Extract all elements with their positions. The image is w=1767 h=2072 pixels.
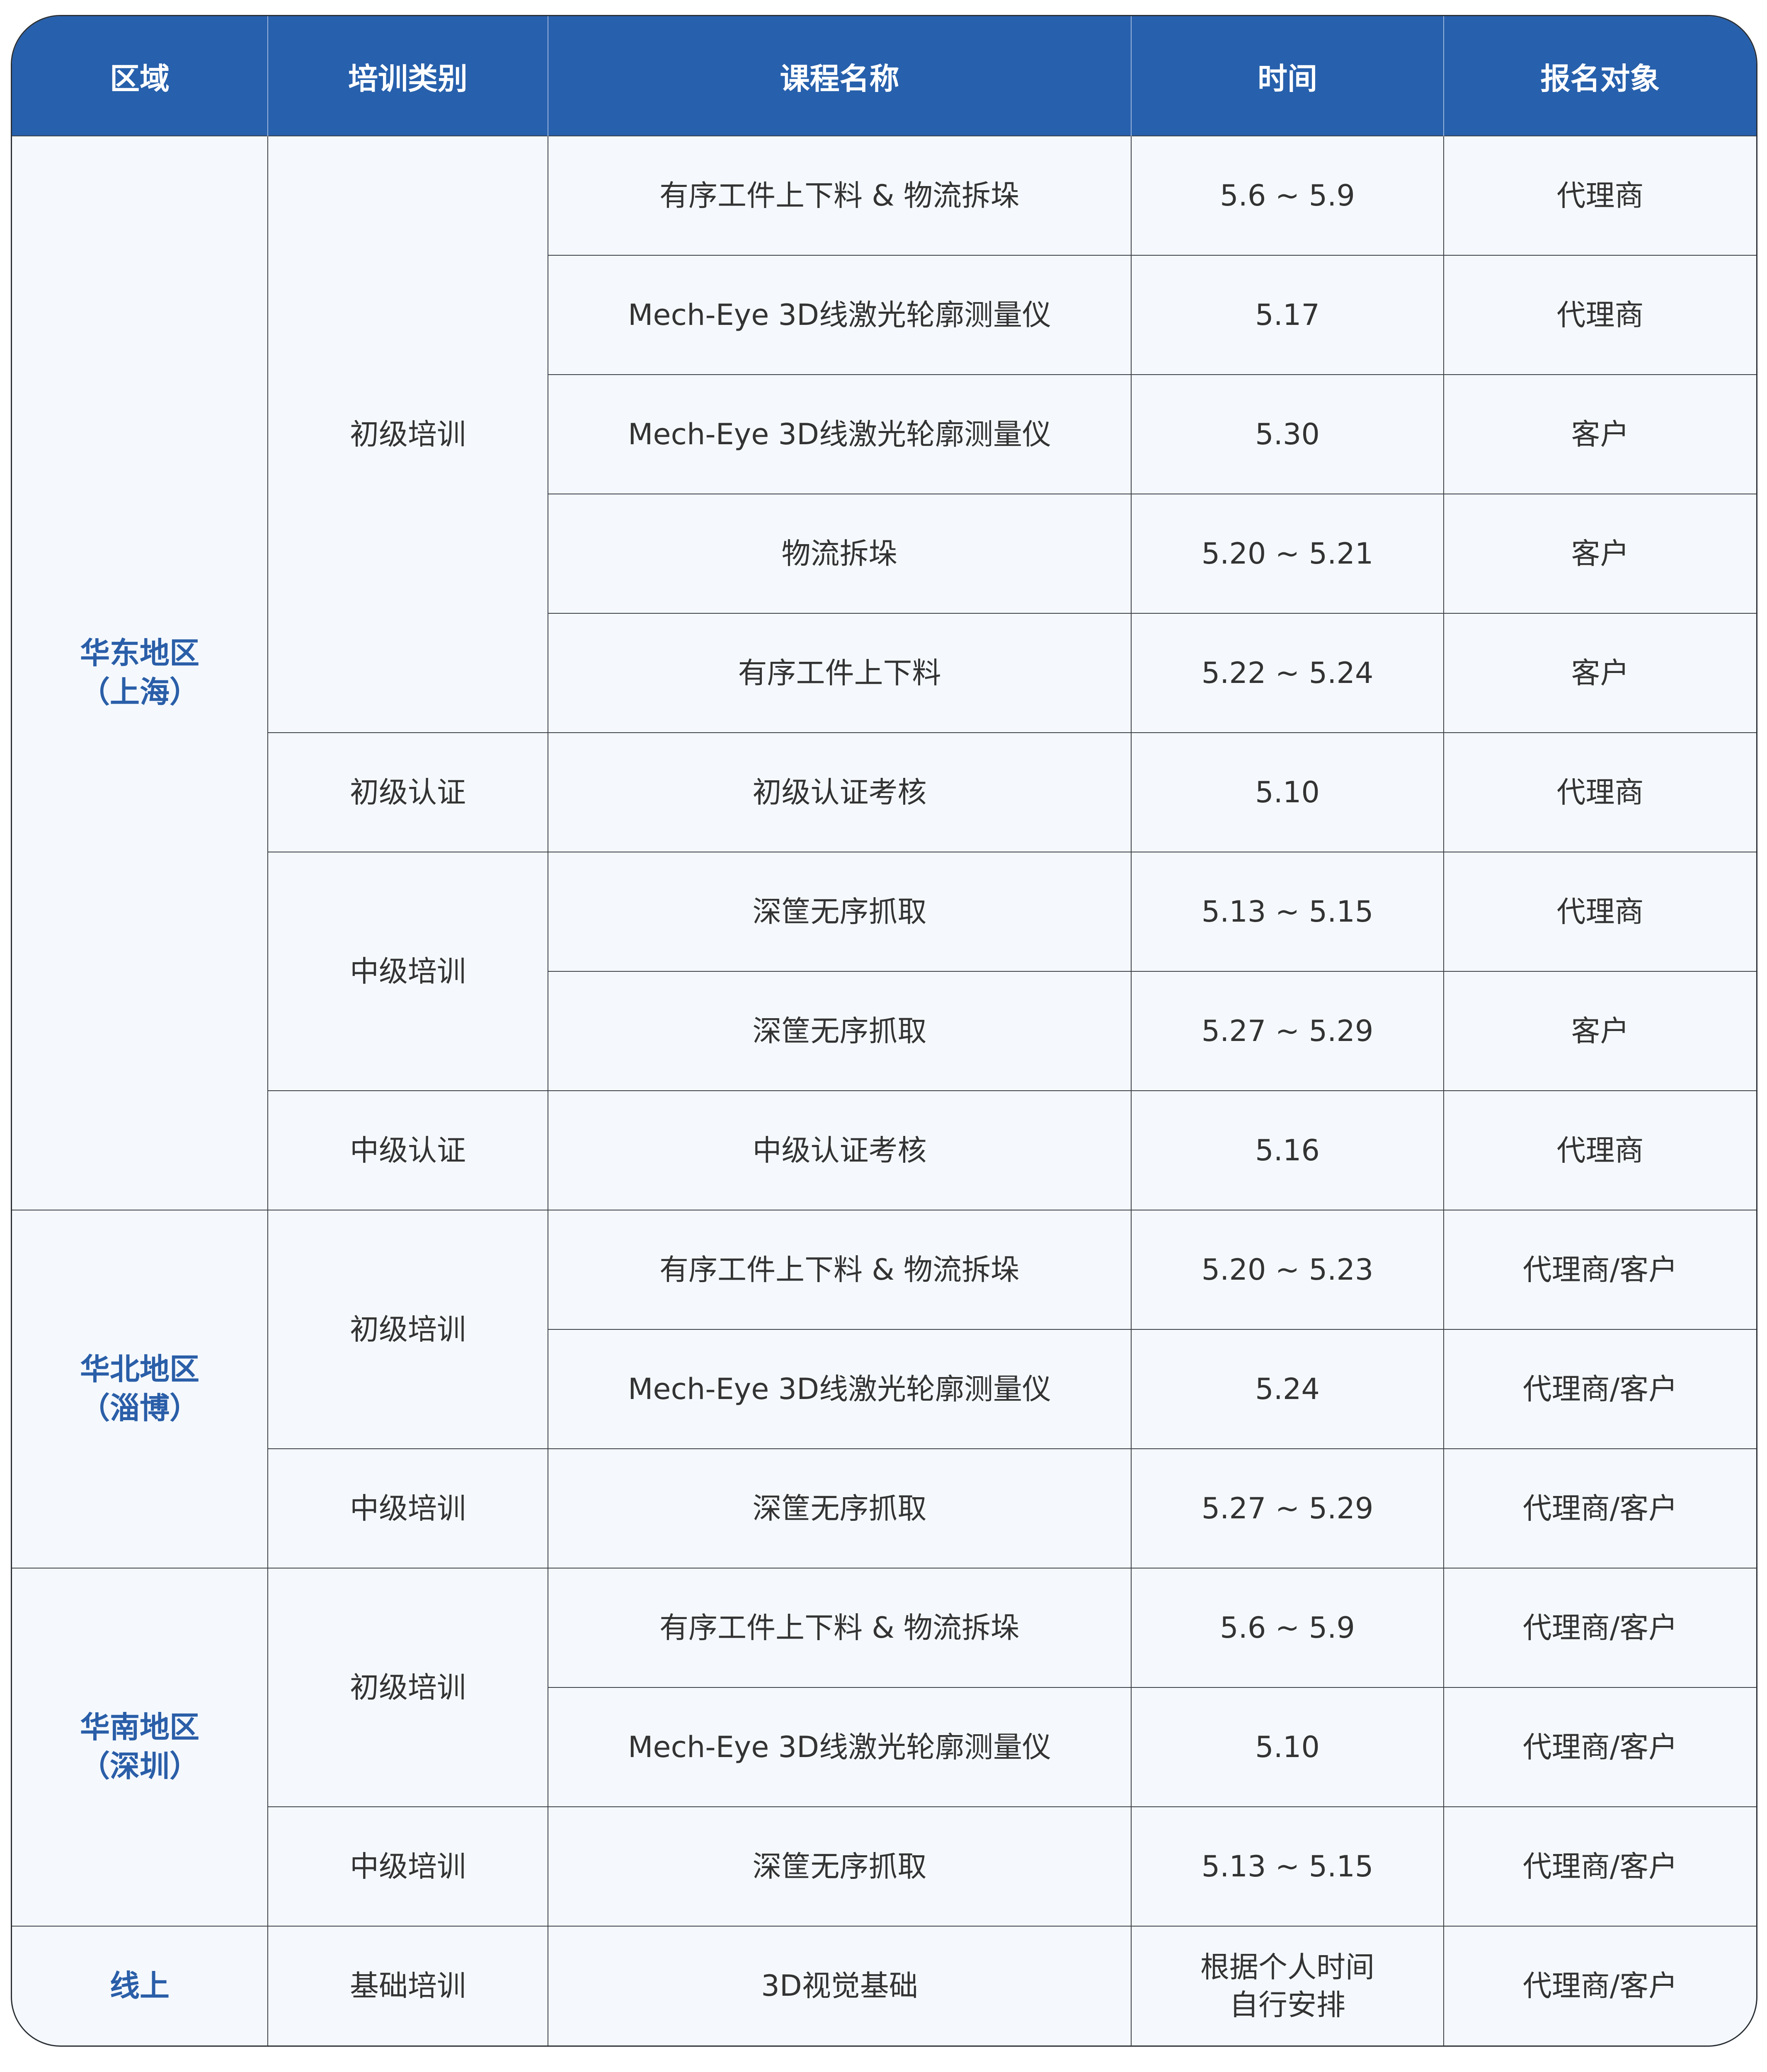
- table-row: 深筐无序抓取 5.27 ~ 5.29 客户: [12, 971, 1756, 1091]
- time-cell: 5.20 ~ 5.21: [1131, 494, 1444, 614]
- category-cell: 初级认证: [268, 732, 548, 852]
- region-cell: 华东地区 （上海）: [12, 136, 268, 1210]
- category-cell: 中级培训: [268, 1448, 548, 1569]
- course-name-cell: 3D视觉基础: [548, 1926, 1132, 2045]
- table-header-row: 区域 培训类别 课程名称 时间 报名对象: [12, 16, 1756, 136]
- course-name-cell: 深筐无序抓取: [548, 971, 1132, 1091]
- time-cell: 5.17: [1131, 255, 1444, 375]
- table-row: 中级培训 深筐无序抓取 5.27 ~ 5.29 代理商/客户: [12, 1448, 1756, 1569]
- table-row: 线上 基础培训 3D视觉基础 根据个人时间 自行安排 代理商/客户: [12, 1926, 1756, 2045]
- target-cell: 代理商/客户: [1443, 1806, 1756, 1927]
- time-cell: 根据个人时间 自行安排: [1131, 1926, 1444, 2045]
- time-cell: 5.27 ~ 5.29: [1131, 1448, 1444, 1569]
- time-cell: 5.13 ~ 5.15: [1131, 1806, 1444, 1927]
- time-cell: 5.27 ~ 5.29: [1131, 971, 1444, 1091]
- table-row: 华北地区 （淄博） 初级培训 有序工件上下料 & 物流拆垛 5.20 ~ 5.23 代理…: [12, 1210, 1756, 1569]
- target-cell: 代理商/客户: [1443, 1687, 1756, 1807]
- region-cell: 华北地区 （淄博）: [12, 1210, 268, 1569]
- course-name-cell: 深筐无序抓取: [548, 1448, 1132, 1569]
- header-category: 培训类别: [267, 16, 548, 136]
- training-schedule-table: 区域 培训类别 课程名称 时间 报名对象 华东地区 （上海） 初级培训 有序工件上下料 & …: [12, 16, 1756, 2045]
- category-cell: 初级培训: [267, 1568, 548, 1807]
- time-cell: 5.20 ~ 5.23: [1131, 1210, 1444, 1330]
- target-cell: 代理商/客户: [1443, 1329, 1756, 1449]
- target-cell: 代理商: [1443, 255, 1756, 375]
- target-cell: 客户: [1443, 374, 1756, 494]
- table-row: 中级培训 深筐无序抓取 5.13 ~ 5.15 代理商: [12, 852, 1756, 1091]
- target-cell: 代理商: [1443, 852, 1756, 972]
- target-cell: 代理商: [1443, 136, 1756, 256]
- header-target: 报名对象: [1443, 16, 1756, 136]
- category-cell: 初级培训: [267, 1210, 548, 1449]
- course-name-cell: 有序工件上下料: [548, 613, 1132, 733]
- course-name-cell: Mech-Eye 3D线激光轮廓测量仪: [548, 255, 1132, 375]
- category-cell: 中级培训: [268, 852, 548, 1091]
- category-cell: 中级认证: [268, 1090, 548, 1210]
- target-cell: 客户: [1443, 494, 1756, 614]
- region-cell: 线上: [12, 1926, 268, 2045]
- course-name-cell: 深筐无序抓取: [548, 852, 1132, 972]
- category-cell: 初级培训: [267, 136, 548, 733]
- target-cell: 客户: [1443, 971, 1756, 1091]
- course-name-cell: 物流拆垛: [548, 494, 1132, 614]
- header-course: 课程名称: [548, 16, 1131, 136]
- training-schedule-table-container: 区域 培训类别 课程名称 时间 报名对象 华东地区 （上海） 初级培训 有序工件上下料 & …: [11, 15, 1757, 2047]
- target-cell: 代理商: [1443, 1090, 1756, 1210]
- course-name-cell: 有序工件上下料 & 物流拆垛: [548, 1210, 1132, 1330]
- time-cell: 5.10: [1131, 732, 1444, 852]
- time-cell: 5.13 ~ 5.15: [1131, 852, 1444, 972]
- header-time: 时间: [1131, 16, 1444, 136]
- time-cell: 5.6 ~ 5.9: [1131, 1568, 1444, 1688]
- course-name-cell: 初级认证考核: [548, 732, 1132, 852]
- target-cell: 代理商: [1443, 732, 1756, 852]
- course-name-cell: 有序工件上下料 & 物流拆垛: [548, 1568, 1132, 1688]
- target-cell: 代理商/客户: [1443, 1568, 1756, 1688]
- table-row: 中级认证 中级认证考核 5.16 代理商: [12, 1090, 1756, 1210]
- table-row: Mech-Eye 3D线激光轮廓测量仪 5.17 代理商: [12, 255, 1756, 375]
- target-cell: 代理商/客户: [1443, 1926, 1756, 2045]
- table-row: 华东地区 （上海） 初级培训 有序工件上下料 & 物流拆垛 5.6 ~ 5.9 代理商: [12, 136, 1756, 1210]
- region-cell: 华南地区 （深圳）: [12, 1568, 268, 1927]
- table-row: 有序工件上下料 5.22 ~ 5.24 客户: [12, 613, 1756, 733]
- table-row: 中级培训 深筐无序抓取 5.13 ~ 5.15 代理商/客户: [12, 1806, 1756, 1927]
- table-row: 物流拆垛 5.20 ~ 5.21 客户: [12, 494, 1756, 614]
- time-cell: 5.30: [1131, 374, 1444, 494]
- target-cell: 代理商/客户: [1443, 1448, 1756, 1569]
- table-row: 初级认证 初级认证考核 5.10 代理商: [12, 732, 1756, 852]
- time-cell: 5.10: [1131, 1687, 1444, 1807]
- category-cell: 中级培训: [268, 1806, 548, 1927]
- course-name-cell: Mech-Eye 3D线激光轮廓测量仪: [548, 1329, 1132, 1449]
- table-row: Mech-Eye 3D线激光轮廓测量仪 5.24 代理商/客户: [12, 1329, 1756, 1449]
- header-region: 区域: [12, 16, 268, 136]
- table-row: Mech-Eye 3D线激光轮廓测量仪 5.30 客户: [12, 374, 1756, 494]
- course-name-cell: 深筐无序抓取: [548, 1806, 1132, 1927]
- time-cell: 5.24: [1131, 1329, 1444, 1449]
- time-cell: 5.6 ~ 5.9: [1131, 136, 1444, 256]
- table-row: 华南地区 （深圳） 初级培训 有序工件上下料 & 物流拆垛 5.6 ~ 5.9 代理商/…: [12, 1568, 1756, 1927]
- course-name-cell: 中级认证考核: [548, 1090, 1132, 1210]
- time-cell: 5.22 ~ 5.24: [1131, 613, 1444, 733]
- target-cell: 客户: [1443, 613, 1756, 733]
- table-body: 华东地区 （上海） 初级培训 有序工件上下料 & 物流拆垛 5.6 ~ 5.9 代理商 M…: [12, 136, 1756, 2045]
- target-cell: 代理商/客户: [1443, 1210, 1756, 1330]
- course-name-cell: 有序工件上下料 & 物流拆垛: [548, 136, 1132, 256]
- time-cell: 5.16: [1131, 1090, 1444, 1210]
- table-row: Mech-Eye 3D线激光轮廓测量仪 5.10 代理商/客户: [12, 1687, 1756, 1807]
- category-cell: 基础培训: [267, 1926, 548, 2045]
- course-name-cell: Mech-Eye 3D线激光轮廓测量仪: [548, 374, 1132, 494]
- course-name-cell: Mech-Eye 3D线激光轮廓测量仪: [548, 1687, 1132, 1807]
